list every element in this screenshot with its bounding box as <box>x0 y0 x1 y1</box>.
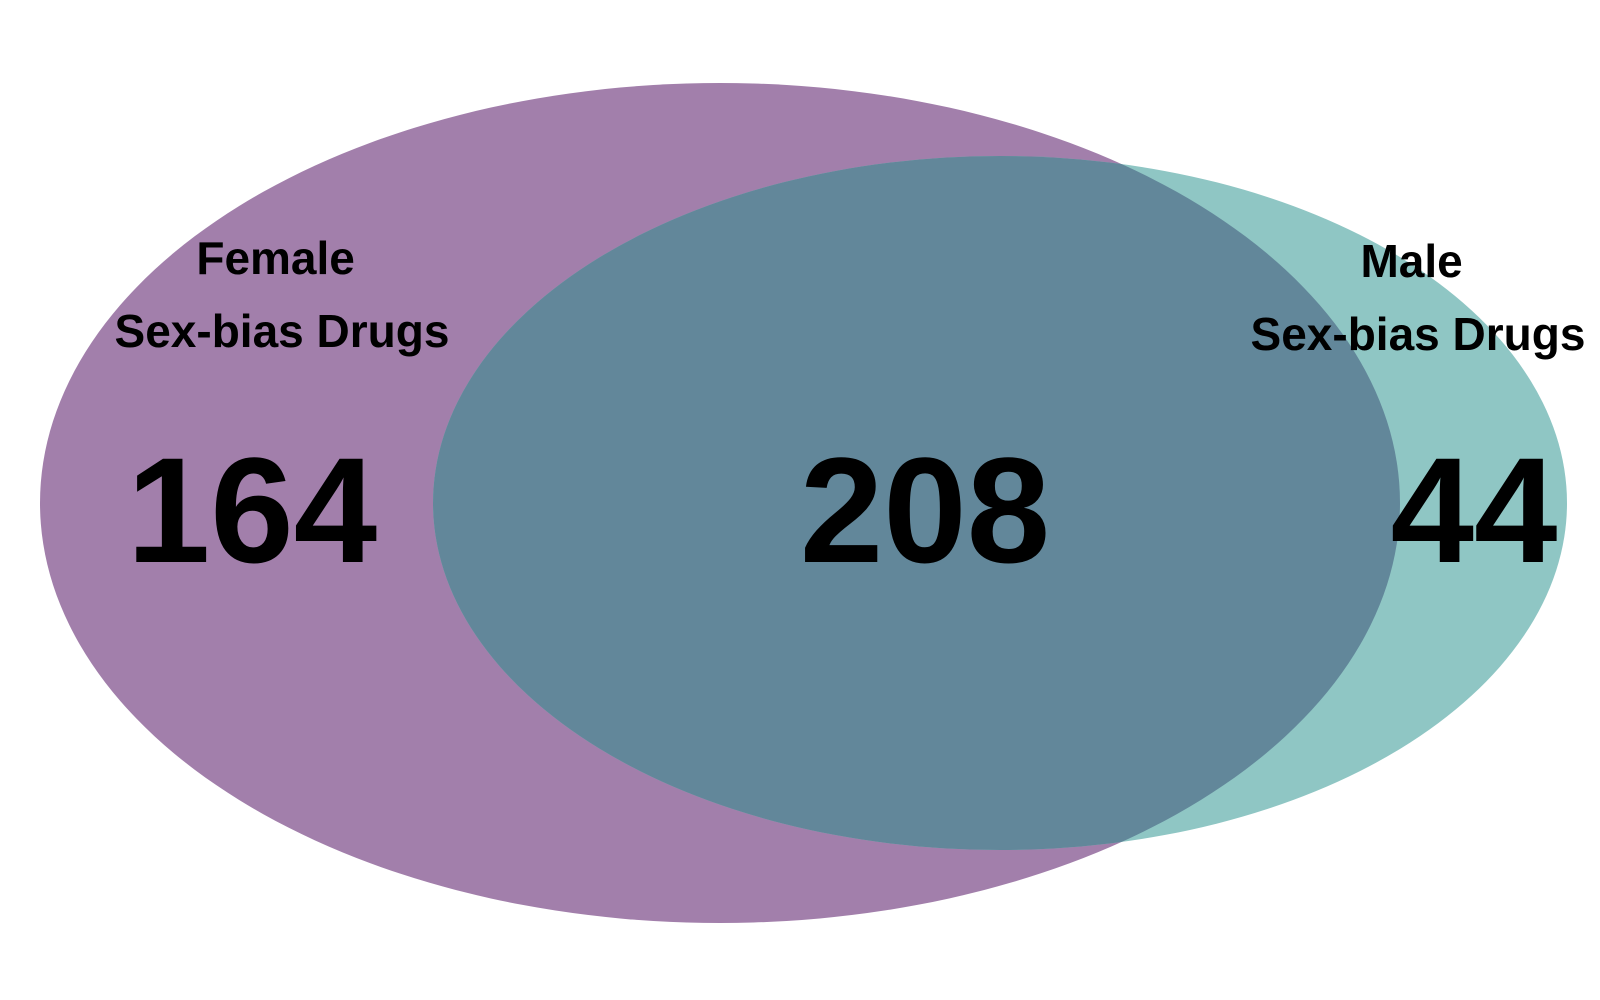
overlap-region <box>433 156 1400 850</box>
overlap-count: 208 <box>800 426 1050 594</box>
male-set-label: Male Sex-bias Drugs <box>1251 235 1586 360</box>
male-label-line2: Sex-bias Drugs <box>1251 308 1586 360</box>
female-label-line1: Female <box>196 232 355 284</box>
female-only-count: 164 <box>127 426 377 594</box>
male-label-line1: Male <box>1360 235 1462 287</box>
female-label-line2: Sex-bias Drugs <box>115 305 450 357</box>
male-only-count: 44 <box>1391 426 1558 594</box>
female-set-label: Female Sex-bias Drugs <box>115 232 450 357</box>
